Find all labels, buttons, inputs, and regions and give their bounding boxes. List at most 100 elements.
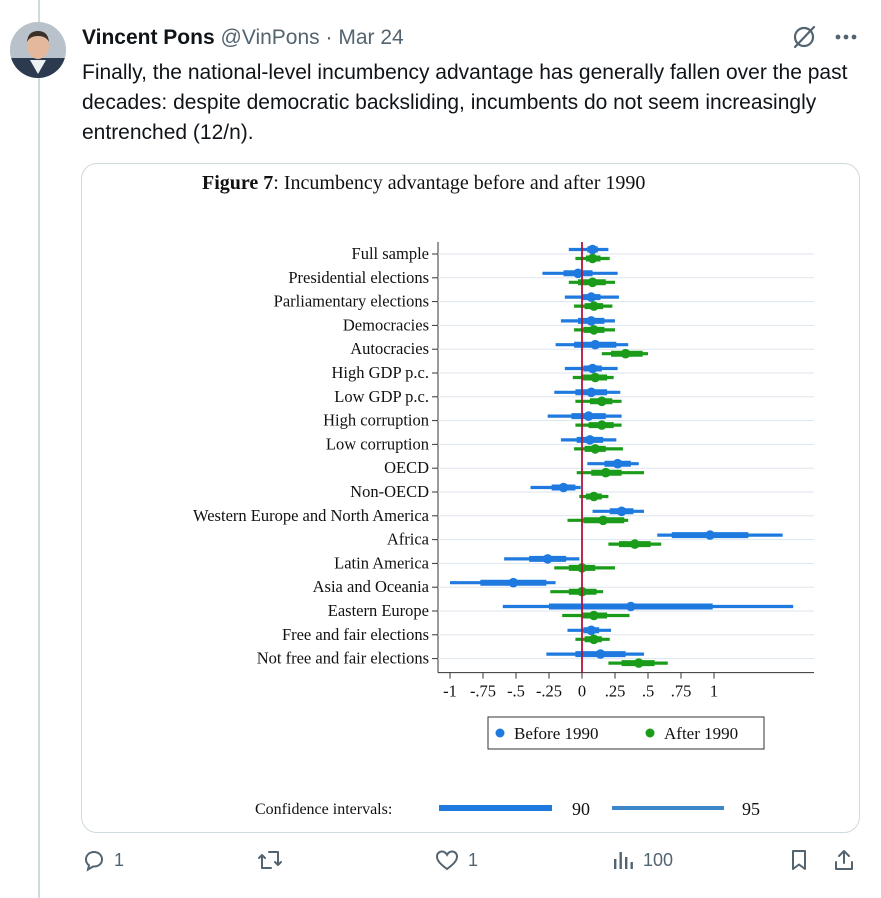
- share-icon: [835, 850, 853, 870]
- point-estimate: [705, 530, 715, 540]
- point-estimate: [586, 292, 597, 302]
- point-estimate: [633, 658, 644, 668]
- point-estimate: [612, 458, 623, 469]
- category-label: Autocracies: [350, 339, 429, 358]
- point-estimate: [598, 515, 608, 526]
- point-estimate: [626, 601, 636, 612]
- share-button[interactable]: [832, 848, 856, 872]
- views-icon: [614, 852, 633, 869]
- author-name[interactable]: Vincent Pons: [82, 26, 215, 49]
- point-estimate: [558, 482, 569, 493]
- reply-button[interactable]: 1: [82, 848, 124, 872]
- category-label: Asia and Oceania: [313, 577, 430, 596]
- legend-before-label: Before 1990: [514, 724, 599, 743]
- point-estimate: [586, 387, 597, 398]
- like-button[interactable]: 1: [434, 848, 478, 872]
- legend-after-marker: [645, 728, 655, 738]
- avatar-image: [10, 22, 66, 78]
- category-label: Full sample: [352, 244, 429, 263]
- point-estimate: [589, 610, 599, 621]
- grok-icon[interactable]: [791, 24, 817, 55]
- avatar[interactable]: [10, 22, 66, 78]
- retweet-icon: [258, 851, 282, 869]
- point-estimate: [600, 467, 611, 478]
- figure-title: Figure 7: Incumbency advantage before an…: [202, 172, 645, 194]
- category-label: High corruption: [323, 411, 429, 430]
- category-label: Latin America: [334, 553, 430, 572]
- x-tick-label: -1: [443, 682, 457, 701]
- x-tick-label: -.5: [507, 682, 525, 701]
- like-count: 1: [468, 849, 479, 870]
- x-tick-label: .25: [605, 682, 626, 701]
- ci-key-95-label: 95: [742, 799, 760, 819]
- point-estimate: [586, 625, 597, 636]
- point-estimate: [587, 277, 598, 288]
- ci-key: Confidence intervals: 90 95: [255, 799, 760, 819]
- legend-box: [487, 716, 765, 750]
- retweet-button[interactable]: [257, 848, 291, 872]
- category-label: OECD: [384, 458, 429, 477]
- point-estimate: [587, 253, 598, 264]
- bookmark-button[interactable]: [787, 848, 811, 872]
- incumbency-chart: Figure 7: Incumbency advantage before an…: [193, 172, 814, 819]
- point-estimate: [589, 325, 599, 335]
- ci-key-90-label: 90: [572, 799, 590, 819]
- x-tick-label: .75: [671, 682, 692, 701]
- x-tick-label: .5: [642, 682, 654, 701]
- point-estimate: [583, 411, 594, 421]
- ci-key-label: Confidence intervals:: [255, 801, 392, 818]
- category-label: Parliamentary elections: [274, 292, 429, 311]
- category-label: Western Europe and North America: [193, 506, 430, 525]
- author-handle[interactable]: @VinPons: [220, 26, 320, 49]
- legend-after-label: After 1990: [664, 724, 738, 743]
- point-estimate: [542, 554, 553, 564]
- views-button[interactable]: 100: [611, 848, 673, 872]
- reply-icon: [84, 850, 104, 872]
- point-estimate: [589, 301, 599, 311]
- ci-key-95-bar: [612, 806, 724, 810]
- reply-count: 1: [114, 849, 125, 870]
- point-estimate: [585, 435, 595, 445]
- category-label: Eastern Europe: [328, 601, 429, 620]
- like-icon: [435, 850, 459, 871]
- point-estimate: [586, 316, 597, 326]
- point-estimate: [587, 363, 598, 374]
- category-label: Not free and fair elections: [257, 649, 429, 668]
- point-estimate: [589, 634, 599, 645]
- thread-connector-line: [38, 0, 40, 898]
- point-estimate: [620, 348, 631, 359]
- category-label: Low corruption: [326, 434, 429, 453]
- point-estimate: [589, 491, 599, 502]
- bookmark-icon: [792, 850, 806, 870]
- x-tick-label: -.75: [470, 682, 496, 701]
- ci-key-90-bar: [439, 805, 552, 811]
- category-label: High GDP p.c.: [332, 363, 429, 382]
- tweet-media[interactable]: Figure 7: Incumbency advantage before an…: [81, 163, 860, 833]
- figure-title-bold: Figure 7: [202, 172, 273, 194]
- point-estimate: [587, 244, 598, 255]
- figure-title-rest: : Incumbency advantage before and after …: [273, 172, 645, 194]
- legend: Before 1990 After 1990: [487, 716, 765, 750]
- more-icon[interactable]: [835, 24, 857, 55]
- separator-dot: ·: [325, 26, 333, 49]
- category-label: Africa: [387, 530, 430, 549]
- point-estimate: [590, 339, 600, 350]
- point-estimate: [590, 372, 600, 383]
- tweet-date[interactable]: Mar 24: [338, 26, 404, 49]
- category-label: Presidential elections: [288, 268, 429, 287]
- point-estimate: [616, 506, 627, 517]
- point-estimate: [573, 268, 583, 279]
- category-label: Non-OECD: [350, 482, 429, 501]
- x-tick-label: -.25: [536, 682, 562, 701]
- point-estimate: [597, 396, 607, 407]
- category-label: Democracies: [343, 315, 429, 334]
- point-estimate: [590, 444, 600, 454]
- point-estimate: [597, 420, 607, 430]
- point-estimate: [595, 649, 606, 659]
- tweet-header: Vincent Pons @VinPons · Mar 24: [82, 26, 404, 50]
- point-estimate: [508, 577, 519, 588]
- category-label: Free and fair elections: [282, 625, 429, 644]
- plot-area: Full sample Presidential elections Parliam…: [193, 242, 814, 701]
- action-bar: 1 1 100: [0, 848, 881, 884]
- category-label: Low GDP p.c.: [334, 387, 429, 406]
